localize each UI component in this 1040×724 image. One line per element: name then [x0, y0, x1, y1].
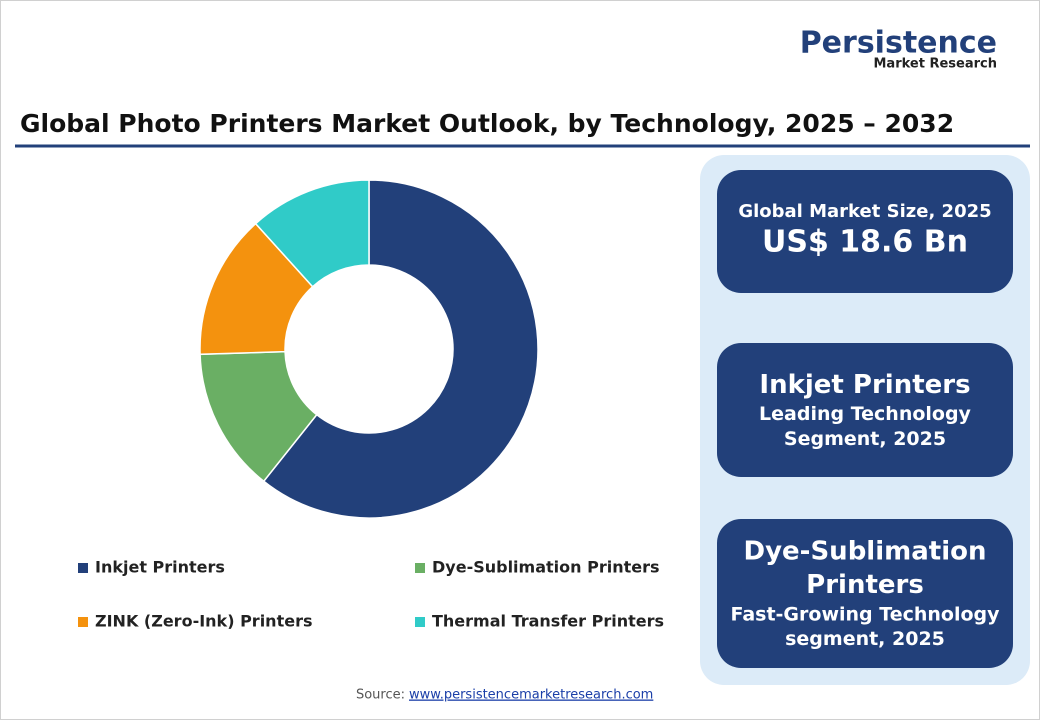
card-text: Segment, 2025 — [784, 428, 946, 450]
card-text: Global Market Size, 2025 — [738, 201, 991, 222]
card-text: Dye-Sublimation — [744, 536, 987, 566]
legend-marker — [78, 563, 88, 573]
source-label: Source: — [356, 688, 405, 703]
legend-label: Thermal Transfer Printers — [432, 612, 664, 631]
legend-marker — [415, 617, 425, 627]
legend-marker — [415, 563, 425, 573]
logo-name: Persistence — [800, 26, 997, 61]
card-text: Inkjet Printers — [759, 370, 970, 400]
legend-label: ZINK (Zero-Ink) Printers — [95, 612, 312, 631]
card-text: Leading Technology — [759, 403, 972, 425]
chart-title: Global Photo Printers Market Outlook, by… — [20, 109, 954, 138]
card-text: segment, 2025 — [785, 628, 945, 650]
donut-slice — [254, 179, 370, 288]
card-text: Fast-Growing Technology — [730, 603, 1000, 625]
logo-tagline: Market Research — [874, 57, 998, 72]
card-text: US$ 18.6 Bn — [762, 225, 968, 260]
info-card — [717, 343, 1013, 477]
legend-label: Dye-Sublimation Printers — [432, 558, 660, 577]
legend-label: Inkjet Printers — [95, 558, 225, 577]
info-card — [717, 519, 1013, 668]
legend-marker — [78, 617, 88, 627]
card-text: Printers — [806, 570, 924, 600]
donut-slice — [262, 179, 539, 519]
info-card — [717, 170, 1013, 293]
source-link[interactable]: www.persistencemarketresearch.com — [409, 688, 653, 703]
